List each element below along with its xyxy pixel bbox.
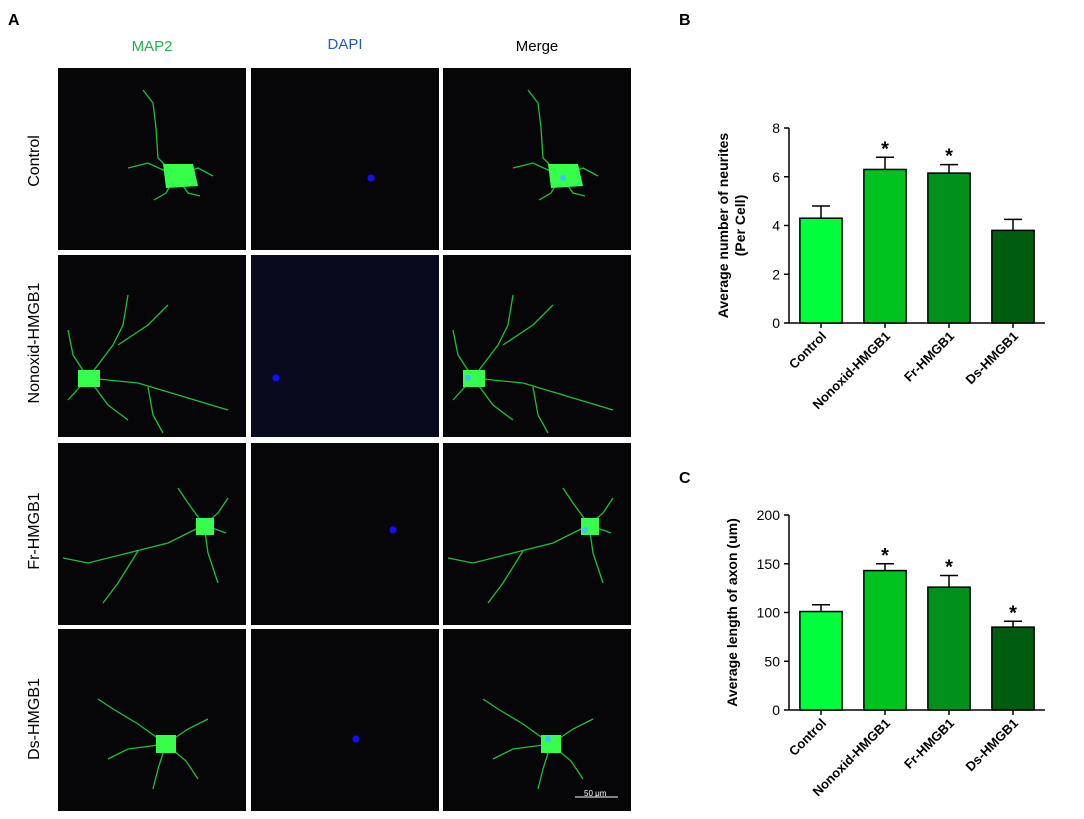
neurite-branch [117, 304, 169, 346]
nucleus-dot [465, 375, 471, 381]
neurite-branch [482, 698, 552, 745]
chart-c: 0 50 100 150 200 Average length of axon (um) C… [724, 507, 1045, 799]
neuron-soma [163, 164, 198, 188]
neurite-branch [487, 550, 524, 604]
y-tick-label: 6 [772, 169, 780, 185]
neuron-soma [156, 735, 176, 753]
scale-bar-label: 50 μm [584, 789, 607, 798]
micrograph-tile [251, 68, 439, 250]
neuron-soma [196, 518, 214, 535]
x-tick-label: Ds-HMGB1 [962, 716, 1021, 775]
nucleus-dot [389, 526, 397, 534]
neurite-branch [97, 698, 167, 745]
micrograph-grid [58, 68, 631, 811]
neurite-branch [472, 294, 514, 379]
micrograph-tile [251, 443, 439, 625]
x-tick-label: Fr-HMGB1 [901, 716, 957, 772]
bar [991, 626, 1035, 711]
neurite-branch [177, 487, 205, 526]
bar [927, 586, 971, 711]
neuron-soma [463, 370, 485, 387]
nucleus-dot [582, 527, 588, 533]
nucleus-dot [272, 374, 280, 382]
y-tick-label: 0 [772, 315, 780, 331]
y-axis-label: Average length of axon (um) [724, 518, 740, 707]
neurite-branch [147, 386, 164, 434]
significance-star: * [1009, 602, 1017, 624]
y-tick-label: 50 [764, 653, 780, 669]
neurite-branch [562, 487, 590, 526]
column-header-map2: MAP2 [131, 38, 173, 55]
neurite-branch [532, 386, 549, 434]
nucleus-dot [367, 174, 375, 182]
micrograph-tile [251, 629, 439, 811]
neurite-branch [107, 743, 167, 760]
significance-star: * [945, 556, 953, 578]
y-tick-label: 100 [757, 605, 781, 621]
bar [863, 168, 907, 324]
bar [863, 569, 907, 711]
column-header-merge: Merge [515, 38, 559, 55]
neurite-branch [62, 524, 205, 564]
y-tick-label: 2 [772, 266, 780, 282]
y-tick-label: 200 [757, 507, 781, 523]
micrograph-tile [443, 443, 631, 625]
y-axis-label-line2: (Per Cell) [732, 195, 748, 256]
neuron-soma [541, 735, 561, 753]
significance-star: * [881, 545, 889, 567]
neurite-branch [87, 294, 129, 379]
panel-c-letter: C [679, 470, 691, 487]
neurite-branch [102, 550, 139, 604]
column-header-dapi: DAPI [327, 36, 363, 53]
y-tick-label: 8 [772, 120, 780, 136]
nucleus-dot [545, 736, 551, 742]
micrograph-tile [58, 629, 246, 811]
bar [799, 217, 843, 324]
neurite-branch [447, 524, 590, 564]
x-tick-label: Control [786, 329, 829, 372]
nucleus-dot [352, 735, 360, 743]
panel-b-letter: B [679, 12, 691, 29]
x-tick-label: Fr-HMGB1 [901, 329, 957, 385]
micrograph-tile [443, 629, 631, 811]
micrograph-tile [58, 443, 246, 625]
y-tick-label: 150 [757, 556, 781, 572]
neuron-soma [548, 164, 583, 188]
neuron-soma [78, 370, 100, 387]
bar [991, 229, 1035, 324]
micrograph-tile [58, 68, 246, 250]
neurite-branch [87, 377, 229, 411]
neurite-branch [502, 304, 554, 346]
significance-star: * [881, 138, 889, 160]
y-tick-label: 0 [772, 702, 780, 718]
micrograph-tile [443, 68, 631, 250]
y-axis-label: Average number of neurites [715, 133, 731, 319]
neurite-branch [472, 377, 614, 411]
significance-star: * [945, 146, 953, 168]
x-tick-label: Control [786, 716, 829, 759]
bar [927, 172, 971, 324]
y-tick-label: 4 [772, 218, 780, 234]
neurite-branch [492, 743, 552, 760]
nucleus-dot [560, 175, 566, 181]
chart-b: 0 2 4 6 8 Average number of neurites (Per Cell… [715, 120, 1045, 412]
x-tick-label: Ds-HMGB1 [962, 329, 1021, 388]
bar [799, 610, 843, 711]
micrograph-tile [251, 255, 439, 437]
panel-a-letter: A [8, 12, 20, 29]
